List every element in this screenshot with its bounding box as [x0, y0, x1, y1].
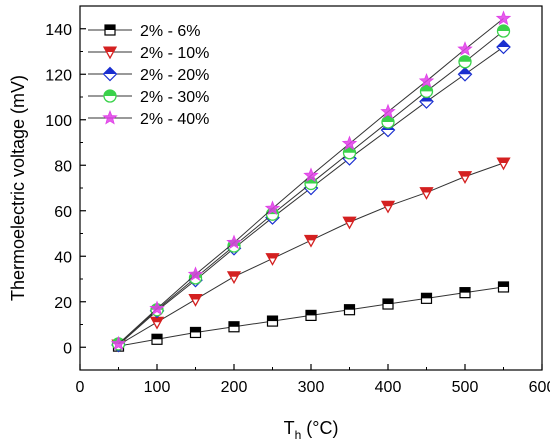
legend-label: 2% - 6% — [140, 23, 200, 40]
data-point — [110, 335, 127, 351]
legend-item: 2% - 40% — [88, 109, 209, 128]
data-point — [495, 10, 512, 26]
data-point-fill — [306, 310, 316, 316]
data-point-fill — [420, 95, 433, 102]
legend-item: 2% - 10% — [88, 45, 209, 62]
y-tick-label: 100 — [45, 113, 72, 130]
data-point — [341, 135, 358, 151]
legend: 2% - 6% 2% - 10% 2% - 20% 2% - 30% 2% - 40% — [88, 23, 209, 128]
legend-label: 2% - 30% — [140, 89, 209, 106]
data-point-fill — [266, 253, 279, 259]
data-point — [226, 234, 242, 250]
legend-item: 2% - 20% — [88, 66, 209, 84]
data-point-fill — [497, 40, 510, 47]
y-tick-label: 80 — [54, 158, 72, 175]
legend-label: 2% - 40% — [140, 111, 209, 128]
data-point-fill — [421, 293, 432, 299]
data-point-fill — [383, 299, 393, 305]
data-point-fill — [420, 85, 433, 92]
data-point-fill — [151, 317, 163, 323]
legend-item: 2% - 30% — [88, 89, 209, 106]
series-5 — [110, 10, 512, 351]
data-point — [380, 103, 396, 119]
legend-item: 2% - 6% — [88, 23, 200, 40]
data-point — [303, 167, 319, 183]
data-point-fill — [382, 201, 394, 207]
x-tick-label: 0 — [76, 379, 85, 396]
x-tick-label: 300 — [298, 379, 325, 396]
data-point-fill — [458, 67, 472, 75]
data-point-fill — [343, 217, 356, 223]
series-3 — [111, 39, 511, 353]
data-point — [149, 300, 165, 316]
data-point-fill — [497, 25, 510, 32]
data-point-fill — [267, 316, 278, 322]
data-point-fill — [189, 294, 202, 300]
y-tick-label: 0 — [63, 340, 72, 357]
legend-label: 2% - 20% — [140, 67, 209, 84]
x-tick-label: 400 — [375, 379, 402, 396]
data-point — [457, 41, 473, 56]
data-point-fill — [497, 158, 510, 163]
data-point-fill — [105, 25, 115, 30]
data-point-fill — [460, 287, 470, 293]
data-point-fill — [420, 187, 433, 193]
data-point — [102, 109, 118, 125]
x-tick-label: 500 — [452, 379, 479, 396]
data-point — [264, 200, 281, 216]
data-point-fill — [305, 235, 317, 241]
data-point-fill — [498, 281, 509, 287]
axis-ticks: 0 100 200 300 400 500 600 0 20 40 60 80 100 120 140 — [45, 22, 550, 396]
x-axis-title-subscript: h — [295, 428, 302, 442]
y-tick-label: 60 — [54, 204, 72, 221]
y-tick-label: 20 — [54, 295, 72, 312]
data-point — [187, 266, 204, 282]
legend-label: 2% - 10% — [140, 45, 209, 62]
y-tick-label: 120 — [45, 67, 72, 84]
x-tick-label: 600 — [529, 379, 550, 396]
series-1 — [112, 281, 510, 352]
data-point-fill — [152, 334, 162, 340]
series-layer — [110, 10, 512, 353]
data-point-fill — [104, 90, 116, 96]
data-point-fill — [103, 67, 117, 74]
data-point — [418, 72, 435, 88]
y-tick-label: 40 — [54, 249, 72, 266]
data-point-fill — [104, 47, 116, 52]
data-point-fill — [459, 171, 471, 177]
data-point-fill — [459, 55, 471, 62]
x-tick-label: 100 — [144, 379, 171, 396]
y-tick-label: 140 — [45, 22, 72, 39]
data-point-fill — [190, 327, 201, 333]
data-point-fill — [228, 271, 240, 277]
x-tick-label: 200 — [221, 379, 248, 396]
data-point-fill — [382, 116, 394, 123]
data-point-fill — [344, 304, 355, 310]
y-axis-title: Thermoelectric voltage (mV) — [8, 75, 28, 301]
x-axis-title: Th (°C) — [284, 418, 339, 442]
data-point-fill — [229, 321, 239, 327]
x-axis-title-unit: (°C) — [301, 418, 338, 438]
